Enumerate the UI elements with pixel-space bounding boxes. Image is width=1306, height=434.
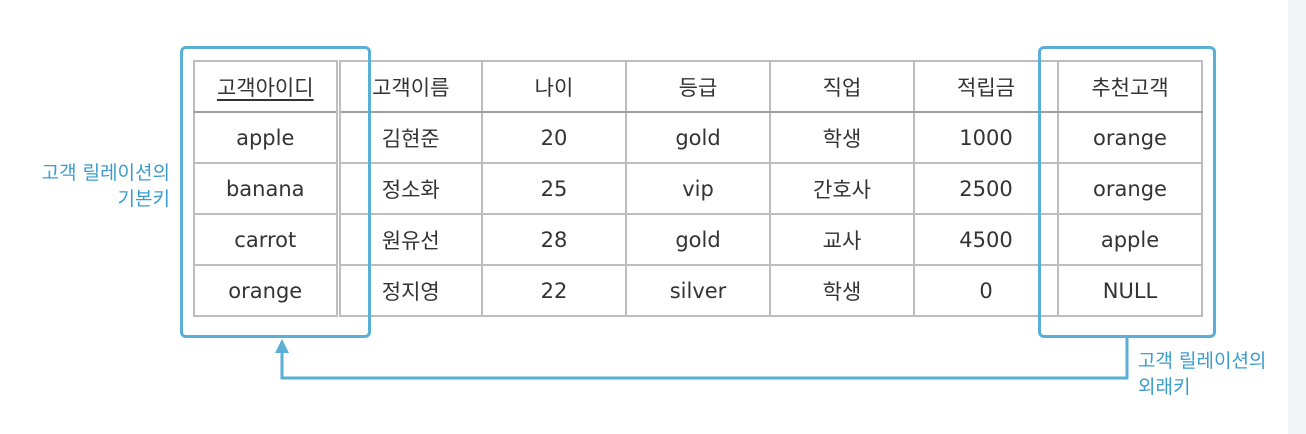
- cell-job: 학생: [769, 111, 915, 164]
- column-header-customer-name: 고객이름: [337, 60, 483, 113]
- column-header-age: 나이: [481, 60, 627, 113]
- cell-grade: silver: [625, 264, 771, 317]
- foreign-key-annotation: 고객 릴레이션의 외래키: [1138, 348, 1266, 400]
- cell-age: 25: [481, 162, 627, 215]
- cell-customer-name: 원유선: [337, 213, 483, 266]
- cell-customer-id: banana: [193, 162, 341, 215]
- column-header-customer-id: 고객아이디: [193, 60, 341, 113]
- cell-grade: vip: [625, 162, 771, 215]
- table-row: orange 정지영 22 silver 학생 0 NULL: [193, 264, 1203, 317]
- cell-job: 간호사: [769, 162, 915, 215]
- cell-grade: gold: [625, 111, 771, 164]
- cell-customer-name: 정소화: [337, 162, 483, 215]
- cell-points: 0: [913, 264, 1059, 317]
- primary-key-column-label: 고객아이디: [216, 75, 314, 100]
- cell-job: 학생: [769, 264, 915, 317]
- cell-age: 20: [481, 111, 627, 164]
- reference-arrow-line: [280, 338, 1129, 380]
- column-header-grade: 등급: [625, 60, 771, 113]
- column-header-job: 직업: [769, 60, 915, 113]
- cell-points: 2500: [913, 162, 1059, 215]
- primary-key-annotation: 고객 릴레이션의 기본키: [10, 160, 170, 212]
- column-header-points: 적립금: [913, 60, 1059, 113]
- cell-age: 22: [481, 264, 627, 317]
- arrow-head-icon: [275, 339, 289, 353]
- cell-referrer: apple: [1057, 213, 1203, 266]
- cell-customer-name: 김현준: [337, 111, 483, 164]
- foreign-key-highlight-box: [1038, 46, 1216, 338]
- cell-customer-name: 정지영: [337, 264, 483, 317]
- table-row: carrot 원유선 28 gold 교사 4500 apple: [193, 213, 1203, 266]
- table-header-row: 고객아이디 고객이름 나이 등급 직업 적립금 추천고객: [193, 60, 1203, 113]
- cell-job: 교사: [769, 213, 915, 266]
- annotation-line: 고객 릴레이션의: [1138, 350, 1267, 372]
- cell-customer-id: orange: [193, 264, 341, 317]
- cell-referrer: orange: [1057, 111, 1203, 164]
- annotation-line: 외래키: [1138, 376, 1191, 398]
- primary-key-highlight-box: [180, 46, 371, 338]
- cell-points: 4500: [913, 213, 1059, 266]
- cell-referrer: NULL: [1057, 264, 1203, 317]
- cell-grade: gold: [625, 213, 771, 266]
- table-row: banana 정소화 25 vip 간호사 2500 orange: [193, 162, 1203, 215]
- table-row: apple 김현준 20 gold 학생 1000 orange: [193, 111, 1203, 164]
- cell-customer-id: carrot: [193, 213, 341, 266]
- cell-age: 28: [481, 213, 627, 266]
- column-header-referrer: 추천고객: [1057, 60, 1203, 113]
- customer-relation-table: 고객아이디 고객이름 나이 등급 직업 적립금 추천고객 apple 김현준 2…: [193, 60, 1203, 317]
- scrollbar-track: [1288, 0, 1306, 434]
- cell-points: 1000: [913, 111, 1059, 164]
- annotation-line: 기본키: [117, 188, 170, 210]
- cell-referrer: orange: [1057, 162, 1203, 215]
- cell-customer-id: apple: [193, 111, 341, 164]
- annotation-line: 고객 릴레이션의: [41, 162, 170, 184]
